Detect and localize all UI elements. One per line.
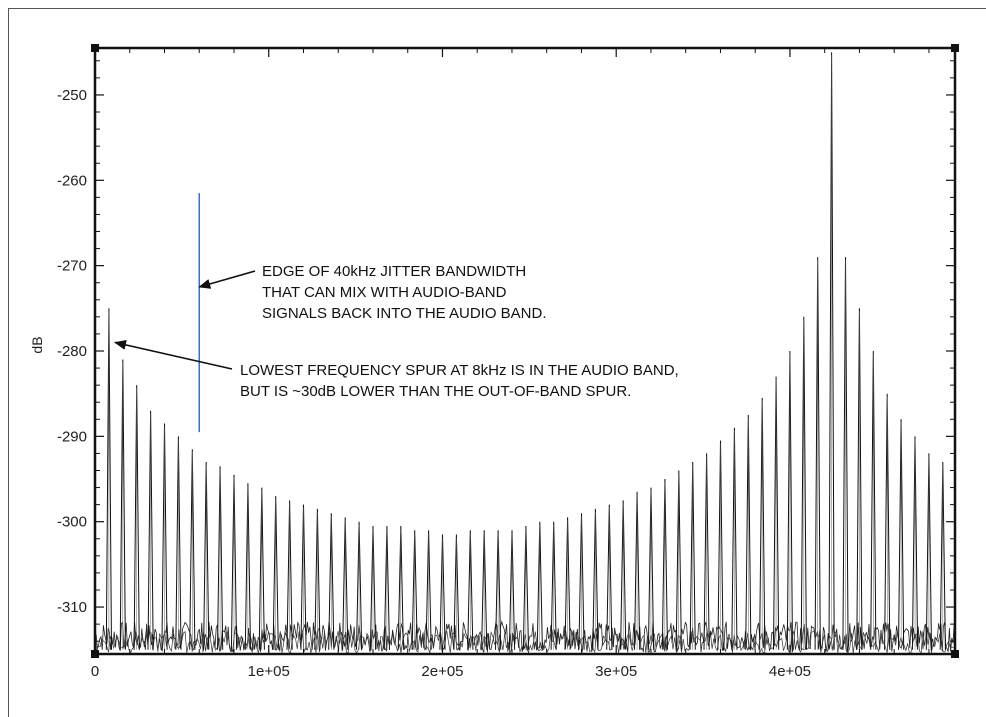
spur-peak bbox=[856, 308, 863, 650]
spur-peak bbox=[870, 350, 877, 650]
spur-peak bbox=[564, 517, 571, 650]
spur-peak bbox=[411, 530, 418, 650]
spur-peak bbox=[453, 534, 460, 650]
x-tick-label: 0 bbox=[91, 663, 99, 680]
spur-peak bbox=[703, 453, 710, 650]
spur-peak bbox=[675, 470, 682, 650]
corner-marker bbox=[951, 44, 959, 52]
spur-peak bbox=[745, 414, 752, 650]
spur-peak bbox=[884, 393, 891, 650]
spur-peak bbox=[939, 461, 946, 650]
spur-peak bbox=[258, 487, 265, 650]
spur-peak bbox=[439, 534, 446, 650]
spur-peak bbox=[647, 487, 655, 650]
spur-peak bbox=[606, 504, 613, 650]
x-tick-label: 4e+05 bbox=[769, 663, 811, 680]
x-tick-label: 2e+05 bbox=[421, 663, 463, 680]
spur-peak bbox=[189, 449, 196, 650]
spur-peak bbox=[550, 521, 557, 650]
spur-peak bbox=[508, 530, 516, 650]
spur-peak bbox=[773, 376, 780, 650]
annotation-text: EDGE OF 40kHz JITTER BANDWIDTH bbox=[262, 263, 526, 280]
spur-peak bbox=[328, 513, 335, 650]
spur-peak bbox=[133, 385, 140, 650]
spur-peak bbox=[898, 419, 905, 650]
spur-peak bbox=[634, 491, 641, 650]
spur-peak bbox=[578, 513, 585, 650]
spur-peak bbox=[342, 517, 349, 650]
spur-peak bbox=[356, 521, 363, 650]
corner-marker bbox=[951, 650, 959, 658]
spur-peak bbox=[161, 423, 168, 650]
x-tick-label: 1e+05 bbox=[248, 663, 290, 680]
spur-peak bbox=[495, 530, 502, 650]
annotation-text: BUT IS ~30dB LOWER THAN THE OUT-OF-BAND … bbox=[240, 383, 631, 400]
noise-floor-line bbox=[94, 630, 954, 655]
spur-peak bbox=[786, 350, 793, 650]
spur-peak bbox=[800, 316, 807, 650]
spur-peak bbox=[814, 257, 821, 650]
y-tick-label: -300 bbox=[57, 514, 87, 531]
y-tick-label: -270 bbox=[57, 258, 87, 275]
spur-peak bbox=[203, 461, 210, 650]
y-tick-label: -280 bbox=[57, 343, 87, 360]
spur-peak bbox=[314, 508, 321, 650]
spur-peak bbox=[425, 530, 432, 650]
spur-peak bbox=[286, 500, 293, 650]
spur-peak bbox=[661, 478, 668, 650]
figure-frame bbox=[8, 8, 986, 717]
spur-peak bbox=[842, 257, 849, 650]
spur-peak bbox=[925, 453, 932, 650]
y-tick-label: -290 bbox=[57, 428, 87, 445]
spur-peak bbox=[689, 461, 696, 650]
spur-peak bbox=[175, 436, 182, 650]
spur-peak bbox=[620, 500, 627, 650]
spur-peak bbox=[383, 525, 390, 650]
spur-peak bbox=[828, 52, 835, 650]
spur-peak bbox=[592, 508, 599, 650]
spur-peak bbox=[522, 525, 529, 650]
spur-peak bbox=[759, 397, 766, 650]
spur-peak bbox=[244, 483, 251, 650]
annotation-arrow bbox=[198, 270, 256, 289]
spur-peak bbox=[717, 440, 724, 650]
y-tick-label: -260 bbox=[57, 172, 87, 189]
spur-peak bbox=[230, 474, 238, 650]
spur-peak bbox=[272, 496, 279, 650]
spur-peak bbox=[147, 410, 154, 650]
annotation-text: THAT CAN MIX WITH AUDIO-BAND bbox=[262, 284, 507, 301]
noise-floor-line bbox=[94, 620, 955, 653]
spur-peak bbox=[105, 308, 112, 650]
spur-peak bbox=[300, 504, 307, 650]
spur-peak bbox=[217, 466, 224, 650]
spur-peak bbox=[467, 530, 474, 650]
annotation-arrow bbox=[114, 340, 233, 370]
y-tick-label: -250 bbox=[57, 87, 87, 104]
y-tick-label: -310 bbox=[57, 599, 87, 616]
x-tick-label: 3e+05 bbox=[595, 663, 637, 680]
spur-peak bbox=[536, 521, 543, 650]
annotation-text: LOWEST FREQUENCY SPUR AT 8kHz IS IN THE … bbox=[240, 362, 679, 379]
spur-peak bbox=[481, 530, 488, 650]
y-axis-label: dB bbox=[29, 336, 45, 353]
spur-peak bbox=[369, 525, 377, 650]
spur-peak bbox=[397, 525, 404, 650]
spur-peak bbox=[119, 359, 126, 650]
spur-peak bbox=[731, 427, 738, 650]
spur-peak bbox=[911, 436, 919, 650]
annotation-text: SIGNALS BACK INTO THE AUDIO BAND. bbox=[262, 305, 547, 322]
